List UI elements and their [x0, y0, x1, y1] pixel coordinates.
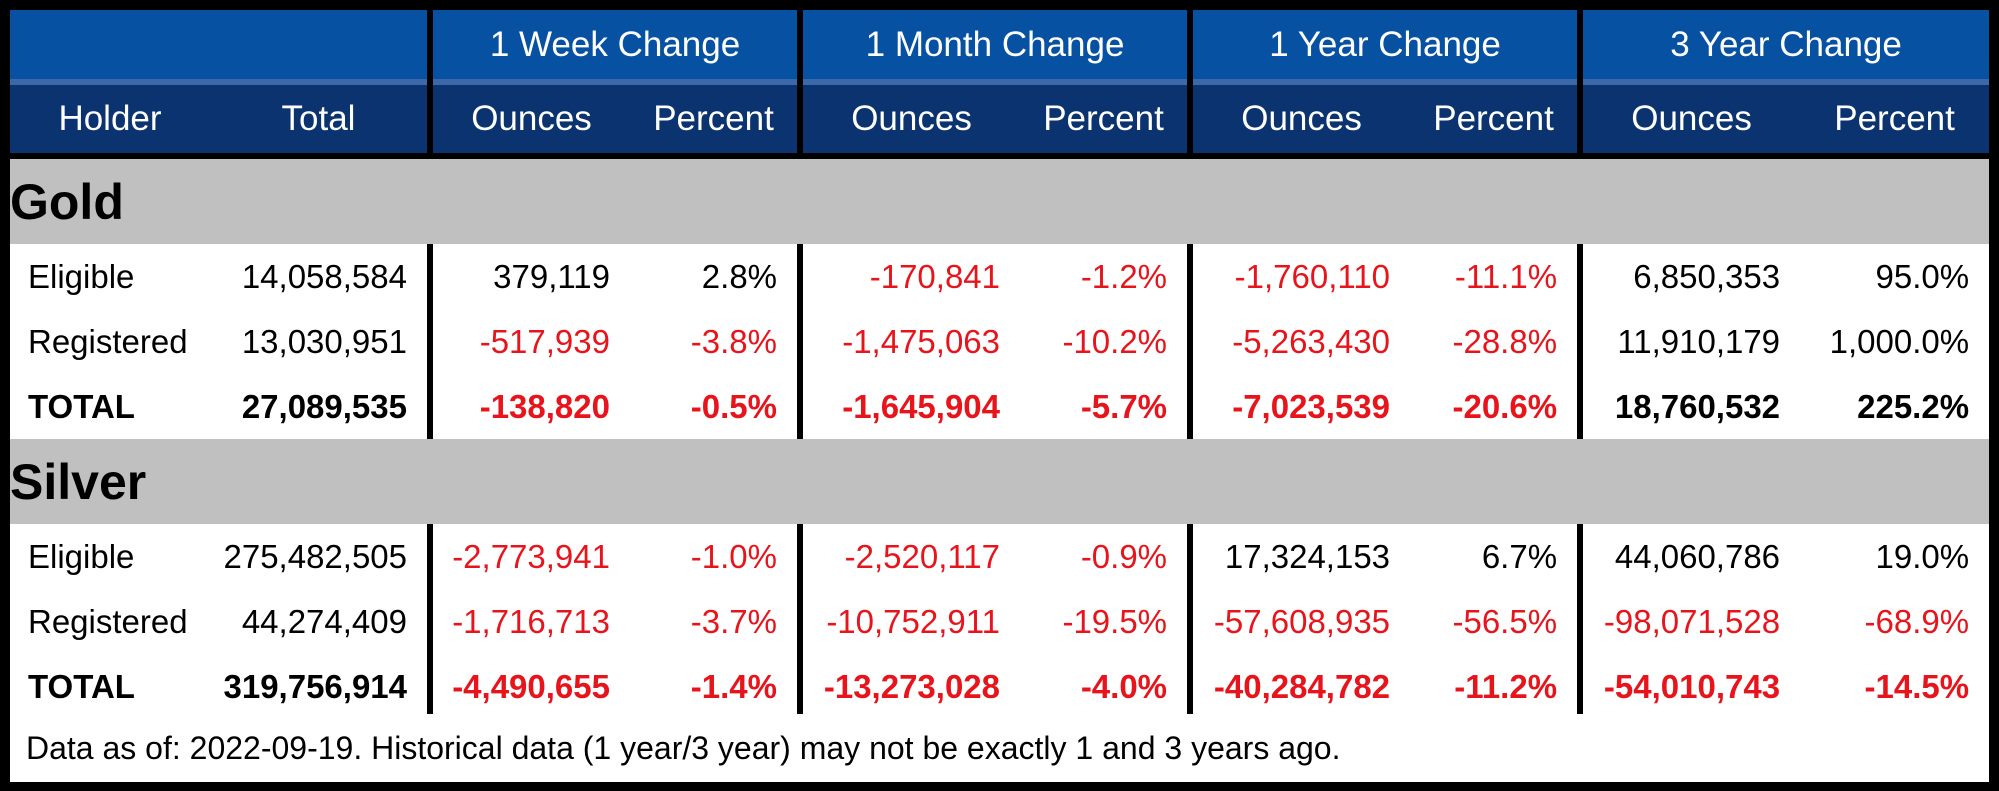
- year-ounces-cell: -1,760,110: [1187, 244, 1411, 309]
- holder-cell: Registered: [10, 589, 210, 654]
- holder-cell: Eligible: [10, 244, 210, 309]
- 3year-ounces-cell: 6,850,353: [1577, 244, 1801, 309]
- col-header-week-ounces: Ounces: [427, 85, 630, 153]
- col-header-week-percent: Percent: [630, 85, 801, 153]
- year-percent-cell: -20.6%: [1410, 374, 1581, 439]
- col-header-year-ounces: Ounces: [1187, 85, 1411, 153]
- month-ounces-cell: -13,273,028: [797, 654, 1021, 719]
- 3year-percent-cell: -14.5%: [1800, 654, 1990, 719]
- 3year-percent-cell: 95.0%: [1800, 244, 1990, 309]
- 3year-ounces-cell: 18,760,532: [1577, 374, 1801, 439]
- month-percent-cell: -0.9%: [1020, 524, 1191, 589]
- year-percent-cell: -11.1%: [1410, 244, 1581, 309]
- 3year-percent-cell: 19.0%: [1800, 524, 1990, 589]
- header-bottom-rule: [10, 153, 1990, 159]
- 3year-ounces-cell: -54,010,743: [1577, 654, 1801, 719]
- section-title: Silver: [10, 439, 1990, 524]
- month-percent-cell: -19.5%: [1020, 589, 1191, 654]
- month-ounces-cell: -2,520,117: [797, 524, 1021, 589]
- month-percent-cell: -5.7%: [1020, 374, 1191, 439]
- year-percent-cell: 6.7%: [1410, 524, 1581, 589]
- header-group-week: 1 Week Change: [426, 10, 801, 79]
- footnote: Data as of: 2022-09-19. Historical data …: [10, 714, 1989, 782]
- week-percent-cell: -1.0%: [630, 524, 801, 589]
- col-header-3year-ounces: Ounces: [1577, 85, 1801, 153]
- col-header-year-percent: Percent: [1410, 85, 1581, 153]
- header-divider: [10, 79, 1990, 85]
- year-ounces-cell: -57,608,935: [1187, 589, 1411, 654]
- 3year-percent-cell: 1,000.0%: [1800, 309, 1990, 374]
- header-group-month: 1 Month Change: [797, 10, 1191, 79]
- section-header-gold: Gold: [10, 159, 1990, 244]
- total-cell: 14,058,584: [210, 244, 430, 309]
- header-column-row: Holder Total Ounces Percent Ounces Perce…: [10, 85, 1990, 153]
- month-ounces-cell: -170,841: [797, 244, 1021, 309]
- year-percent-cell: -56.5%: [1410, 589, 1581, 654]
- table-row: Registered 13,030,951 -517,939 -3.8% -1,475,…: [10, 309, 1990, 374]
- header-group-year: 1 Year Change: [1187, 10, 1581, 79]
- table-row: TOTAL 27,089,535 -138,820 -0.5% -1,645,904 -5…: [10, 374, 1990, 439]
- total-cell: 27,089,535: [210, 374, 430, 439]
- month-percent-cell: -10.2%: [1020, 309, 1191, 374]
- total-cell: 44,274,409: [210, 589, 430, 654]
- header-group-row: 1 Week Change 1 Month Change 1 Year Chan…: [10, 10, 1990, 79]
- week-percent-cell: -1.4%: [630, 654, 801, 719]
- table-row: Eligible 14,058,584 379,119 2.8% -170,841 -1.…: [10, 244, 1990, 309]
- week-percent-cell: -3.7%: [630, 589, 801, 654]
- month-ounces-cell: -1,475,063: [797, 309, 1021, 374]
- col-header-month-percent: Percent: [1020, 85, 1191, 153]
- holder-cell: Registered: [10, 309, 210, 374]
- col-header-total: Total: [210, 85, 430, 153]
- col-header-holder: Holder: [10, 85, 210, 153]
- month-ounces-cell: -10,752,911: [797, 589, 1021, 654]
- header-group-3year: 3 Year Change: [1577, 10, 1990, 79]
- total-cell: 319,756,914: [210, 654, 430, 719]
- header-blank-cell: [10, 10, 430, 79]
- year-ounces-cell: 17,324,153: [1187, 524, 1411, 589]
- 3year-ounces-cell: 44,060,786: [1577, 524, 1801, 589]
- week-percent-cell: 2.8%: [630, 244, 801, 309]
- week-ounces-cell: 379,119: [427, 244, 630, 309]
- year-percent-cell: -11.2%: [1410, 654, 1581, 719]
- week-ounces-cell: -138,820: [427, 374, 630, 439]
- holder-cell: TOTAL: [10, 374, 210, 439]
- col-header-3year-percent: Percent: [1800, 85, 1990, 153]
- week-ounces-cell: -1,716,713: [427, 589, 630, 654]
- section-header-silver: Silver: [10, 439, 1990, 524]
- 3year-ounces-cell: -98,071,528: [1577, 589, 1801, 654]
- table-body: Gold Eligible 14,058,584 379,119 2.8% -170,84…: [10, 159, 1990, 719]
- month-ounces-cell: -1,645,904: [797, 374, 1021, 439]
- table-row: Eligible 275,482,505 -2,773,941 -1.0% -2,520…: [10, 524, 1990, 589]
- table-row: Registered 44,274,409 -1,716,713 -3.7% -10,7…: [10, 589, 1990, 654]
- year-ounces-cell: -40,284,782: [1187, 654, 1411, 719]
- 3year-percent-cell: 225.2%: [1800, 374, 1990, 439]
- week-ounces-cell: -2,773,941: [427, 524, 630, 589]
- week-ounces-cell: -517,939: [427, 309, 630, 374]
- year-ounces-cell: -5,263,430: [1187, 309, 1411, 374]
- 3year-ounces-cell: 11,910,179: [1577, 309, 1801, 374]
- inventory-change-table: 1 Week Change 1 Month Change 1 Year Chan…: [10, 10, 1990, 719]
- week-ounces-cell: -4,490,655: [427, 654, 630, 719]
- holder-cell: TOTAL: [10, 654, 210, 719]
- section-title: Gold: [10, 159, 1990, 244]
- month-percent-cell: -4.0%: [1020, 654, 1191, 719]
- year-percent-cell: -28.8%: [1410, 309, 1581, 374]
- week-percent-cell: -3.8%: [630, 309, 801, 374]
- 3year-percent-cell: -68.9%: [1800, 589, 1990, 654]
- total-cell: 275,482,505: [210, 524, 430, 589]
- col-header-month-ounces: Ounces: [797, 85, 1021, 153]
- holder-cell: Eligible: [10, 524, 210, 589]
- total-cell: 13,030,951: [210, 309, 430, 374]
- week-percent-cell: -0.5%: [630, 374, 801, 439]
- year-ounces-cell: -7,023,539: [1187, 374, 1411, 439]
- table-row: TOTAL 319,756,914 -4,490,655 -1.4% -13,273,0…: [10, 654, 1990, 719]
- month-percent-cell: -1.2%: [1020, 244, 1191, 309]
